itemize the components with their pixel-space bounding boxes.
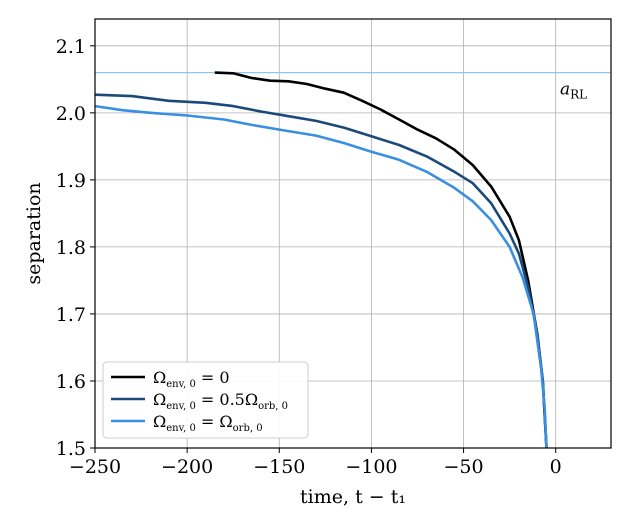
legend-label: Ωenv, 0 = 0.5Ωorb, 0 (153, 390, 288, 412)
x-tick-label: −200 (161, 456, 213, 478)
x-tick-label: −250 (69, 456, 121, 478)
legend-label-part: orb, 0 (258, 401, 288, 412)
series-line-2 (95, 93, 548, 448)
y-tick-label: 1.6 (56, 371, 86, 393)
x-tick-label: −100 (345, 456, 397, 478)
legend-label-part: = 0 (196, 368, 230, 387)
reference-line-label: aRL (560, 80, 587, 102)
y-tick-label: 1.9 (56, 170, 86, 192)
legend-label-part: Ω (153, 412, 166, 431)
legend-label-part: env, 0 (166, 423, 196, 434)
legend-box (102, 361, 309, 439)
series-line-1 (214, 71, 548, 448)
legend-label-part: env, 0 (166, 401, 196, 412)
legend-label-part: Ω (153, 368, 166, 387)
y-tick-label: 1.8 (56, 237, 86, 259)
legend-label: Ωenv, 0 = 0 (153, 368, 230, 390)
y-tick-label: 2.0 (56, 103, 86, 125)
y-axis-label: separation (23, 182, 45, 284)
axis-ticks (90, 45, 557, 453)
reference-label-main: a (560, 80, 570, 100)
x-tick-label: 0 (550, 456, 562, 478)
axis-tick-labels: −250 −200 −150 −100 −50 0 1.5 1.6 1.7 1.8 1.9 2.0 2.… (56, 36, 562, 478)
legend-label-part: = 0.5Ω (196, 390, 258, 409)
y-tick-label: 2.1 (56, 36, 86, 58)
reference-label-sub: RL (570, 88, 587, 102)
plot-frame (94, 18, 612, 449)
x-axis-label: time, t − t₁ (300, 486, 406, 508)
x-tick-label: −50 (444, 456, 484, 478)
legend-label-part: env, 0 (166, 379, 196, 390)
x-tick-label: −150 (253, 456, 305, 478)
series-layer (95, 71, 548, 448)
y-tick-label: 1.7 (56, 304, 86, 326)
y-tick-label: 1.5 (56, 438, 86, 460)
legend-label: Ωenv, 0 = Ωorb, 0 (153, 412, 263, 434)
legend-label-part: = Ω (196, 412, 233, 431)
legend-label-part: Ω (153, 390, 166, 409)
legend-label-part: orb, 0 (233, 423, 263, 434)
series-line-3 (95, 104, 548, 448)
grid-lines (94, 19, 611, 449)
